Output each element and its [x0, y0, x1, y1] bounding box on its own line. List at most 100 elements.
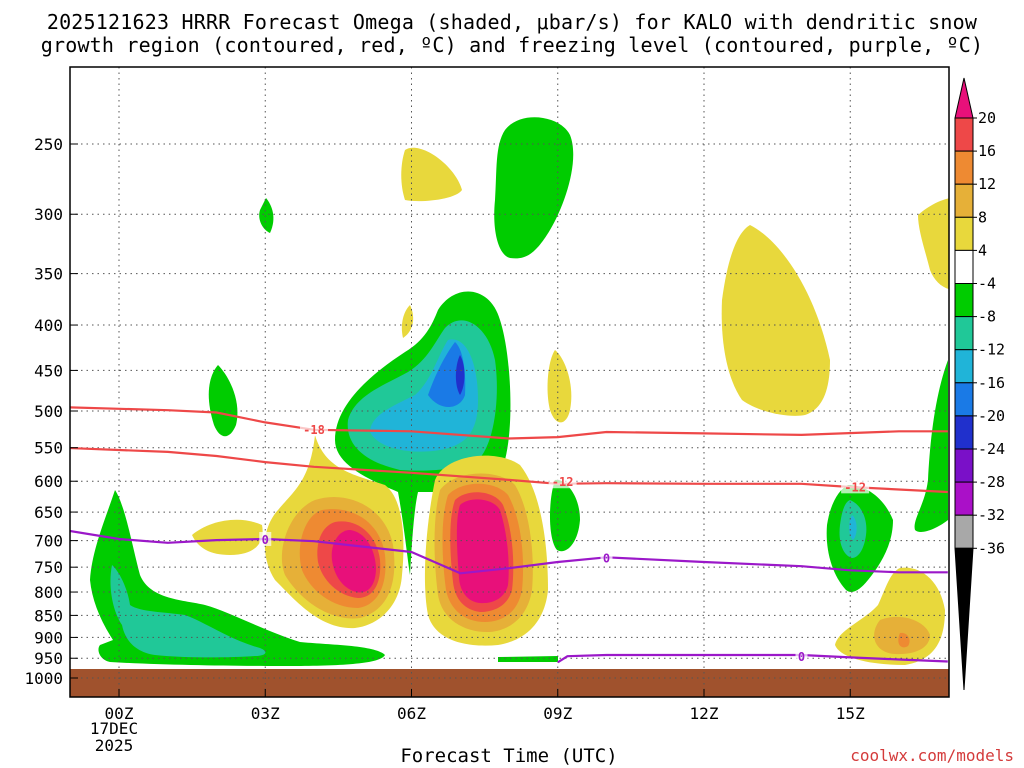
- colorbar-label: -28: [978, 473, 1005, 491]
- omega-region: [428, 342, 466, 408]
- colorbar-label: -36: [978, 539, 1005, 557]
- omega-region: [547, 350, 572, 423]
- omega-region: [455, 355, 465, 395]
- colorbar-segment: [954, 415, 974, 450]
- colorbar-segment: [954, 448, 974, 483]
- colorbar-label: -16: [978, 374, 1005, 392]
- omega-region: [549, 479, 580, 552]
- colorbar-segment: [954, 77, 974, 119]
- colorbar-segment: [954, 183, 974, 218]
- y-tick-label: 450: [34, 361, 63, 380]
- colorbar-segment: [954, 382, 974, 417]
- colorbar-segment: [954, 216, 974, 251]
- colorbar-label: -12: [978, 341, 1005, 359]
- contour-label-bg: [548, 474, 577, 489]
- y-tick-label: 800: [34, 583, 63, 602]
- contour-label-bg: [300, 422, 328, 437]
- y-tick-label: 1000: [24, 669, 63, 688]
- omega-region: [898, 632, 910, 648]
- colorbar-segment: [954, 514, 974, 549]
- colorbar-label: 8: [978, 208, 987, 226]
- omega-region: [721, 225, 830, 416]
- chart-title-line-1: 2025121623 HRRR Forecast Omega (shaded, …: [46, 10, 978, 34]
- isotherm-line: [70, 529, 948, 575]
- contour-label-bg: [259, 531, 272, 546]
- contour-label: -12: [552, 475, 574, 489]
- omega-region: [914, 360, 948, 532]
- colorbar-label: 20: [978, 109, 996, 127]
- source-credit: coolwx.com/models: [850, 746, 1014, 765]
- contour-label-bg: [600, 550, 613, 565]
- y-tick-label: 600: [34, 472, 63, 491]
- contour-label: -18: [303, 423, 325, 437]
- contour-label: 0: [798, 650, 805, 664]
- colorbar-label: -20: [978, 407, 1005, 425]
- colorbar-label: -24: [978, 440, 1005, 458]
- omega-region: [259, 198, 274, 233]
- contour-label: 0: [603, 551, 610, 565]
- date-label: 17DEC 2025: [84, 720, 144, 754]
- colorbar-label: 4: [978, 241, 987, 259]
- contour-label: 0: [262, 533, 269, 547]
- contour-label-bg: [841, 479, 870, 494]
- x-axis-title: Forecast Time (UTC): [400, 745, 618, 767]
- x-tick-label: 15Z: [836, 704, 865, 723]
- y-axis-ticks: 250 300 350 400 450 500 550 600 650 700 750 800 850 9…: [24, 135, 78, 688]
- omega-region: [498, 656, 558, 662]
- ground-terrain: [70, 669, 949, 697]
- y-tick-label: 350: [34, 265, 63, 284]
- y-tick-label: 750: [34, 558, 63, 577]
- colorbar-segment: [954, 481, 974, 516]
- x-tick-label: 12Z: [690, 704, 719, 723]
- omega-region: [208, 365, 238, 437]
- date-label-day: 17DEC: [89, 719, 139, 738]
- isotherm-line: [70, 406, 948, 440]
- y-tick-label: 950: [34, 649, 63, 668]
- omega-region: [192, 519, 263, 555]
- y-tick-label: 900: [34, 628, 63, 647]
- omega-region: [401, 147, 462, 202]
- y-tick-label: 400: [34, 316, 63, 335]
- x-tick-label: 09Z: [543, 704, 572, 723]
- temperature-contours: [70, 406, 948, 664]
- colorbar: 20 16 12 8 4 -4 -8 -12 -16 -20 -24 -28 -32 -36: [954, 77, 1005, 691]
- colorbar-label: -4: [978, 275, 996, 293]
- y-tick-label: 550: [34, 439, 63, 458]
- x-tick-label: 03Z: [251, 704, 280, 723]
- x-tick-label: 06Z: [397, 704, 426, 723]
- isotherm-line: [70, 446, 948, 494]
- contour-label-bg: [795, 649, 808, 664]
- y-tick-label: 700: [34, 532, 63, 551]
- colorbar-segment: [954, 117, 974, 152]
- colorbar-label: 16: [978, 142, 996, 160]
- omega-region: [456, 499, 509, 604]
- omega-region: [918, 198, 949, 290]
- colorbar-segment: [954, 283, 974, 318]
- isotherm-line: [557, 653, 948, 664]
- y-tick-label: 250: [34, 135, 63, 154]
- colorbar-label: -32: [978, 506, 1005, 524]
- x-tick-label: 00Z: [105, 704, 134, 723]
- colorbar-label: -8: [978, 308, 996, 326]
- colorbar-segment: [954, 150, 974, 185]
- colorbar-label: 12: [978, 175, 996, 193]
- plot-frame: [69, 66, 950, 698]
- contour-labels: -18 -12 -12 0 0 0: [259, 422, 870, 664]
- date-label-year: 2025: [94, 736, 134, 755]
- y-tick-label: 650: [34, 503, 63, 522]
- omega-region: [494, 117, 574, 259]
- colorbar-segment: [954, 547, 974, 691]
- y-tick-label: 500: [34, 402, 63, 421]
- x-axis-ticks: 00Z 03Z 06Z 09Z 12Z 15Z: [105, 689, 865, 723]
- omega-shading: [70, 117, 949, 697]
- y-tick-label: 850: [34, 606, 63, 625]
- omega-region: [849, 515, 857, 540]
- colorbar-segment: [954, 349, 974, 384]
- contour-label: -12: [844, 480, 866, 494]
- omega-region: [331, 530, 376, 593]
- y-tick-label: 300: [34, 205, 63, 224]
- colorbar-segment: [954, 249, 974, 284]
- chart-title-line-2: growth region (contoured, red, ºC) and f…: [40, 33, 984, 57]
- omega-region: [110, 565, 266, 658]
